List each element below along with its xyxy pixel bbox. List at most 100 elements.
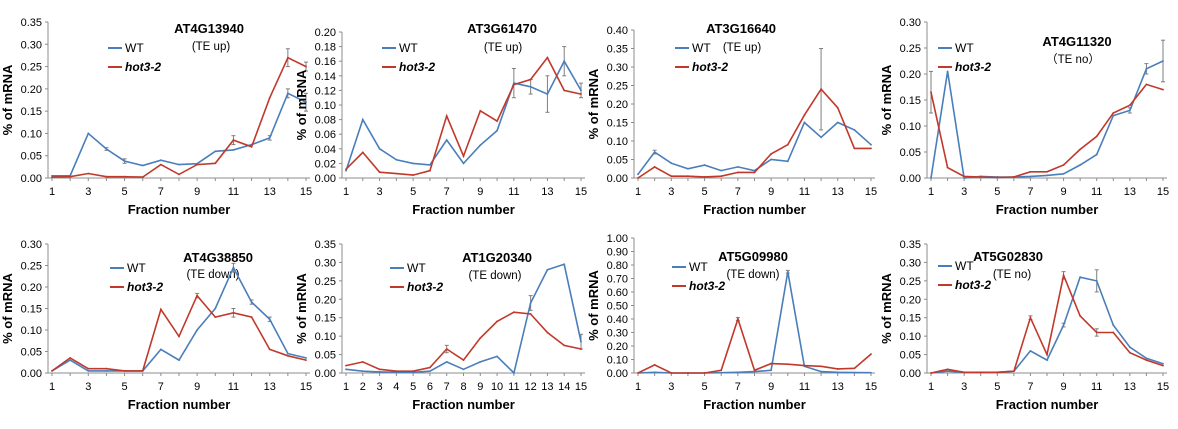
x-axis-title: Fraction number (996, 397, 1099, 412)
chart-subtitle: （TE no） (1046, 53, 1100, 66)
x-tick-label: 3 (961, 381, 967, 393)
series-hot3-2 (345, 311, 582, 373)
y-tick-label: 0.80 (607, 260, 628, 272)
data-point (305, 359, 307, 361)
data-point (51, 176, 53, 179)
data-point (87, 367, 90, 370)
data-point (361, 361, 364, 363)
data-point (1062, 172, 1065, 175)
y-tick-label: 0.30 (315, 257, 336, 269)
data-point (286, 92, 289, 95)
data-point (159, 159, 162, 162)
data-point (563, 89, 566, 92)
legend: WT hot3-2 (938, 41, 991, 74)
data-point (820, 365, 822, 368)
y-tick-label: 0.00 (21, 368, 42, 380)
chart-title: AT4G13940 (174, 21, 244, 36)
legend-label-hot3-2: hot3-2 (399, 60, 435, 74)
data-point (836, 368, 839, 370)
data-point (1162, 88, 1164, 91)
y-tick-label: 0.30 (21, 239, 42, 251)
data-point (378, 171, 381, 174)
x-axis-title: Fraction number (703, 397, 806, 412)
series-WT (637, 121, 872, 176)
data-point (1079, 148, 1082, 151)
chart-panel-3: 0.000.050.100.150.200.250.300.350.401 3 5 7… (586, 21, 877, 217)
data-point (546, 268, 549, 271)
y-tick-label: 1.00 (607, 233, 628, 245)
chart-title: AT4G38850 (183, 250, 253, 265)
y-tick-label: 0.18 (315, 42, 336, 54)
legend: WT hot3-2 (938, 259, 991, 292)
x-tick-label: 9 (194, 186, 200, 198)
x-tick-label: 1 (49, 186, 55, 198)
legend-label-WT: WT (127, 261, 146, 275)
data-point (687, 175, 689, 178)
y-tick-label: 0.08 (315, 115, 336, 127)
data-point (736, 171, 739, 174)
data-point (462, 162, 465, 165)
data-point (1046, 170, 1048, 173)
y-tick-label: 0.35 (21, 17, 42, 29)
data-point (214, 150, 217, 153)
data-point (1046, 359, 1048, 361)
x-tick-label: 13 (1124, 186, 1136, 198)
data-point (178, 163, 180, 166)
data-point (286, 354, 289, 357)
data-point (946, 166, 949, 169)
x-tick-label: 2 (360, 381, 366, 393)
legend: WT hot3-2 (672, 260, 725, 293)
data-point (1145, 357, 1148, 360)
data-point (786, 143, 789, 146)
x-tick-label: 7 (444, 186, 450, 198)
data-point (196, 329, 199, 331)
legend: WT hot3-2 (108, 41, 161, 74)
y-tick-label: 0.05 (21, 347, 42, 359)
series-hot3-2 (637, 316, 872, 374)
x-tick-label: 1 (928, 381, 934, 393)
data-point (361, 370, 364, 373)
y-tick-label: 0.00 (607, 368, 628, 380)
data-point (820, 370, 822, 373)
x-tick-label: 3 (961, 186, 967, 198)
y-tick-label: 0.05 (900, 350, 921, 362)
data-point (232, 139, 235, 142)
x-tick-label: 10 (491, 381, 503, 393)
x-tick-label: 1 (49, 381, 55, 393)
x-tick-label: 11 (228, 381, 239, 393)
x-tick-label: 11 (508, 381, 519, 393)
data-point (736, 318, 739, 320)
x-tick-label: 13 (541, 381, 553, 393)
data-point (1012, 370, 1015, 373)
data-point (123, 369, 126, 372)
legend-label-hot3-2: hot3-2 (692, 60, 728, 74)
y-tick-label: 0.14 (315, 71, 336, 83)
y-tick-label: 0.70 (607, 274, 628, 286)
data-point (637, 372, 639, 374)
data-point (653, 151, 656, 154)
x-tick-label: 15 (575, 186, 587, 198)
data-point (1112, 112, 1115, 114)
x-axis-title: Fraction number (128, 397, 231, 412)
chart-subtitle: (TE down) (468, 270, 521, 282)
data-point (1145, 83, 1148, 86)
data-point (178, 359, 180, 361)
x-axis-title: Fraction number (412, 202, 515, 217)
y-tick-label: 0.20 (315, 294, 336, 306)
y-tick-label: 0.35 (900, 239, 921, 251)
data-point (214, 316, 217, 318)
data-point (1162, 60, 1164, 62)
x-tick-label: 8 (460, 381, 466, 393)
legend-label-hot3-2: hot3-2 (955, 60, 991, 74)
data-point (479, 337, 482, 339)
legend-label-hot3-2: hot3-2 (955, 278, 991, 292)
data-point (1062, 274, 1065, 277)
x-tick-label: 5 (994, 186, 1000, 198)
data-point (429, 169, 431, 172)
data-point (946, 70, 949, 73)
data-point (496, 120, 498, 122)
x-tick-label: 3 (85, 186, 91, 198)
x-tick-label: 7 (735, 186, 741, 198)
chart-title: AT3G16640 (706, 21, 776, 36)
legend-label-WT: WT (125, 41, 144, 55)
